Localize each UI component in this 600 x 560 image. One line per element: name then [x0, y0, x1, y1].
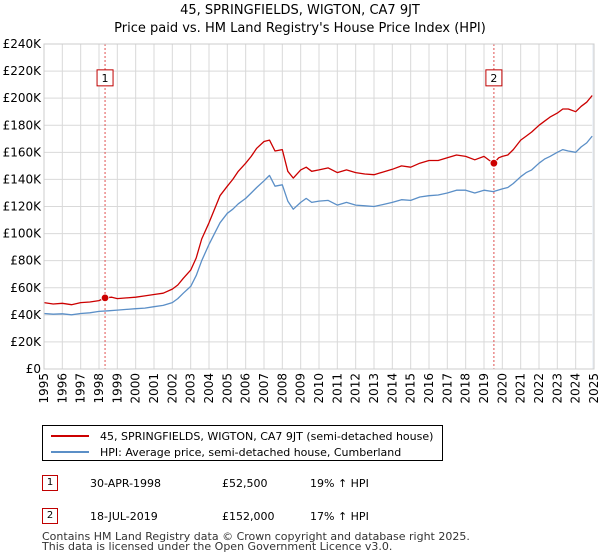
x-tick-label: 1997 [74, 373, 88, 404]
y-tick-label: £20K [10, 335, 42, 349]
legend-item-property: 45, SPRINGFIELDS, WIGTON, CA7 9JT (semi-… [51, 428, 433, 444]
x-tick-label: 2007 [257, 373, 271, 404]
sale-price: £52,500 [222, 477, 268, 490]
x-tick-label: 2003 [184, 373, 198, 404]
y-tick-label: £80K [10, 254, 42, 268]
sale-point [489, 158, 499, 168]
x-tick-label: 2013 [367, 373, 381, 404]
x-tick-label: 1999 [110, 373, 124, 404]
title-line-2: Price paid vs. HM Land Registry's House … [114, 21, 486, 36]
x-tick-label: 2019 [477, 373, 491, 404]
x-tick-label: 2001 [147, 373, 161, 404]
x-tick-label: 2015 [404, 373, 418, 404]
x-tick-label: 2023 [550, 373, 564, 404]
sale-date: 18-JUL-2019 [90, 510, 158, 523]
series-line-property [43, 95, 593, 306]
projection-band [592, 44, 594, 369]
legend-label-property: 45, SPRINGFIELDS, WIGTON, CA7 9JT (semi-… [100, 429, 434, 443]
x-tick-label: 2006 [239, 373, 253, 404]
x-tick-label: 2011 [330, 373, 344, 404]
plot-frame [43, 43, 595, 370]
x-tick-label: 2025 [587, 373, 600, 404]
x-tick-label: 2016 [422, 373, 436, 404]
x-tick-label: 1995 [37, 373, 51, 404]
footer-line-2: This data is licensed under the Open Gov… [42, 540, 393, 553]
footer-line-1: Contains HM Land Registry data © Crown c… [42, 530, 470, 543]
sale-marker-label: 2 [490, 72, 497, 85]
sale-number-badge: 2 [42, 508, 58, 524]
sale-hpi-diff: 19% ↑ HPI [310, 477, 369, 490]
y-tick-label: £100K [3, 227, 43, 241]
y-tick-label: £140K [3, 172, 43, 186]
x-tick-label: 2017 [440, 373, 454, 404]
x-tick-label: 2014 [385, 373, 399, 404]
legend-item-hpi: HPI: Average price, semi-detached house,… [51, 444, 401, 460]
y-tick-label: £40K [10, 308, 42, 322]
x-tick-label: 2009 [294, 373, 308, 404]
x-tick-label: 2022 [532, 373, 546, 404]
x-tick-label: 2020 [495, 373, 509, 404]
legend-swatch-hpi [51, 451, 89, 453]
x-tick-label: 2004 [202, 373, 216, 404]
x-tick-label: 2018 [459, 373, 473, 404]
series-line-hpi [43, 135, 593, 316]
price-chart: 1 2 £0 £20K £40K £60K £80K £100K £120K £140K £160… [3, 37, 600, 404]
x-tick-label: 2024 [569, 373, 583, 404]
y-tick-label: £120K [3, 200, 43, 214]
x-tick-label: 2002 [165, 373, 179, 404]
chart-legend: 45, SPRINGFIELDS, WIGTON, CA7 9JT (semi-… [42, 425, 443, 461]
sale-date: 30-APR-1998 [90, 477, 162, 490]
y-tick-label: £60K [10, 281, 42, 295]
y-tick-label: £0 [26, 362, 41, 376]
x-tick-label: 2000 [129, 373, 143, 404]
y-tick-label: £240K [3, 37, 43, 51]
x-tick-label: 2005 [220, 373, 234, 404]
legend-label-hpi: HPI: Average price, semi-detached house,… [100, 445, 402, 459]
sale-marker-box [96, 69, 114, 87]
sale-marker-label: 1 [102, 72, 109, 85]
sale-marker-box [485, 69, 503, 87]
chart-title: 45, SPRINGFIELDS, WIGTON, CA7 9JT Price … [0, 2, 600, 38]
y-tick-label: £160K [3, 145, 43, 159]
y-tick-label: £220K [3, 64, 43, 78]
y-tick-label: £200K [3, 91, 43, 105]
x-tick-label: 2012 [349, 373, 363, 404]
x-tick-label: 2008 [275, 373, 289, 404]
legend-swatch-property [51, 435, 89, 437]
x-tick-label: 1996 [55, 373, 69, 404]
y-tick-label: £180K [3, 118, 43, 132]
sale-hpi-diff: 17% ↑ HPI [310, 510, 369, 523]
table-row: 2 18-JUL-2019 £152,000 17% ↑ HPI [42, 508, 462, 526]
x-tick-label: 2021 [514, 373, 528, 404]
sale-price: £152,000 [222, 510, 275, 523]
footer-attribution: Contains HM Land Registry data © Crown c… [42, 530, 470, 553]
x-tick-label: 2010 [312, 373, 326, 404]
table-row: 1 30-APR-1998 £52,500 19% ↑ HPI [42, 475, 462, 493]
sale-number-badge: 1 [42, 475, 58, 491]
x-tick-label: 1998 [92, 373, 106, 404]
title-line-1: 45, SPRINGFIELDS, WIGTON, CA7 9JT [180, 3, 420, 18]
sale-point [100, 293, 110, 303]
